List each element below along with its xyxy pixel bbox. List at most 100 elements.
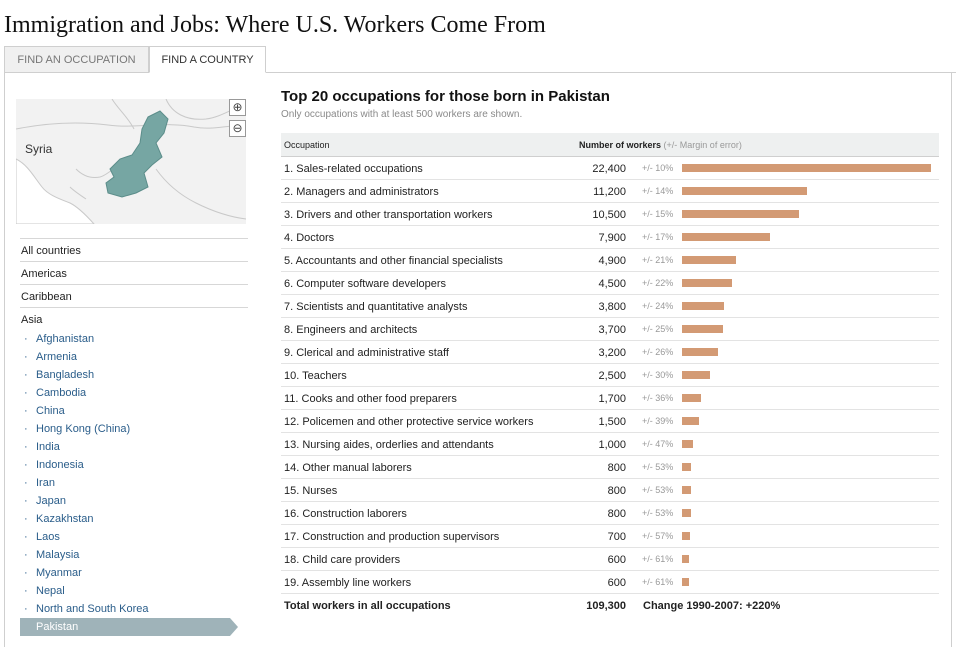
table-row: 6. Computer software developers 4,500 +/- …: [281, 272, 939, 295]
table-row: 10. Teachers 2,500 +/- 30%: [281, 364, 939, 387]
column-moe-label: (+/- Margin of error): [663, 140, 742, 150]
occupation-name: 9. Clerical and administrative staff: [284, 347, 449, 359]
worker-count: 1,500: [598, 416, 626, 428]
occupation-panel-title: Top 20 occupations for those born in Pak…: [281, 88, 610, 105]
occupation-name: 13. Nursing aides, orderlies and attenda…: [284, 439, 494, 451]
country-item-pakistan[interactable]: Pakistan: [20, 618, 238, 636]
country-map[interactable]: Syria ⊕ ⊖: [16, 99, 246, 224]
country-item-japan[interactable]: · Japan: [20, 492, 248, 510]
zoom-out-icon[interactable]: ⊖: [229, 120, 246, 137]
country-item-laos[interactable]: · Laos: [20, 528, 248, 546]
country-item-nepal[interactable]: · Nepal: [20, 582, 248, 600]
occupation-name: 4. Doctors: [284, 232, 335, 244]
country-item-hong-kong-china[interactable]: · Hong Kong (China): [20, 420, 248, 438]
bullet-icon: ·: [24, 405, 28, 417]
worker-count: 10,500: [592, 209, 626, 221]
worker-count: 1,700: [598, 393, 626, 405]
asia-country-list: · Afghanistan · Armenia · Bangladesh · Cambodia…: [20, 330, 248, 636]
bullet-icon: ·: [24, 459, 28, 471]
country-item-china[interactable]: · China: [20, 402, 248, 420]
margin-of-error: +/- 61%: [642, 577, 674, 587]
tab-find-country[interactable]: FIND A COUNTRY: [149, 46, 266, 73]
country-item-cambodia[interactable]: · Cambodia: [20, 384, 248, 402]
country-item-label: Laos: [36, 531, 60, 543]
country-item-label: Bangladesh: [36, 369, 95, 381]
occupation-name: 17. Construction and production supervis…: [284, 531, 500, 543]
page-title: Immigration and Jobs: Where U.S. Workers…: [4, 12, 546, 38]
bullet-icon: ·: [24, 531, 28, 543]
table-row: 8. Engineers and architects 3,700 +/- 25%: [281, 318, 939, 341]
bullet-icon: ·: [24, 495, 28, 507]
worker-count: 800: [607, 508, 626, 520]
country-item-label: China: [36, 405, 65, 417]
occupation-name: 7. Scientists and quantitative analysts: [284, 301, 468, 313]
worker-count: 600: [607, 577, 626, 589]
country-item-malaysia[interactable]: · Malaysia: [20, 546, 248, 564]
country-item-bangladesh[interactable]: · Bangladesh: [20, 366, 248, 384]
zoom-in-icon[interactable]: ⊕: [229, 99, 246, 116]
table-row: 14. Other manual laborers 800 +/- 53%: [281, 456, 939, 479]
worker-bar: [682, 325, 723, 333]
country-item-afghanistan[interactable]: · Afghanistan: [20, 330, 248, 348]
occupation-name: 14. Other manual laborers: [284, 462, 412, 474]
margin-of-error: +/- 17%: [642, 232, 674, 242]
worker-count: 3,800: [598, 301, 626, 313]
country-item-label: Indonesia: [36, 459, 84, 471]
worker-count: 2,500: [598, 370, 626, 382]
margin-of-error: +/- 57%: [642, 531, 674, 541]
content-panel: [4, 72, 952, 647]
country-item-kazakhstan[interactable]: · Kazakhstan: [20, 510, 248, 528]
worker-count: 800: [607, 485, 626, 497]
region-americas[interactable]: Americas: [20, 261, 248, 284]
worker-bar: [682, 555, 689, 563]
bullet-icon: ·: [24, 441, 28, 453]
table-row: 17. Construction and production supervis…: [281, 525, 939, 548]
bullet-icon: ·: [24, 567, 28, 579]
occupation-name: 18. Child care providers: [284, 554, 401, 566]
occupation-name: 5. Accountants and other financial speci…: [284, 255, 503, 267]
worker-bar: [682, 578, 689, 586]
margin-of-error: +/- 30%: [642, 370, 674, 380]
map-graphic: [16, 99, 246, 224]
tab-find-occupation[interactable]: FIND AN OCCUPATION: [4, 46, 149, 73]
worker-bar: [682, 509, 691, 517]
tab-divider: [266, 72, 956, 73]
occupation-name: 19. Assembly line workers: [284, 577, 412, 589]
region-all-countries[interactable]: All countries: [20, 238, 248, 261]
table-row: 18. Child care providers 600 +/- 61%: [281, 548, 939, 571]
occupation-name: 12. Policemen and other protective servi…: [284, 416, 534, 428]
table-row: 5. Accountants and other financial speci…: [281, 249, 939, 272]
worker-bar: [682, 463, 691, 471]
table-row: 7. Scientists and quantitative analysts 3…: [281, 295, 939, 318]
map-label-syria: Syria: [25, 142, 53, 156]
country-item-india[interactable]: · India: [20, 438, 248, 456]
country-item-indonesia[interactable]: · Indonesia: [20, 456, 248, 474]
bullet-icon: ·: [24, 423, 28, 435]
worker-count: 11,200: [593, 186, 626, 198]
worker-count: 1,000: [598, 439, 626, 451]
bullet-icon: ·: [24, 333, 28, 345]
worker-count: 4,900: [598, 255, 626, 267]
region-caribbean[interactable]: Caribbean: [20, 284, 248, 307]
occupation-name: 16. Construction laborers: [284, 508, 407, 520]
bullet-icon: ·: [24, 477, 28, 489]
occupation-name: 3. Drivers and other transportation work…: [284, 209, 493, 221]
country-item-label: India: [36, 441, 60, 453]
total-row: Total workers in all occupations 109,300…: [281, 594, 939, 618]
table-row: 4. Doctors 7,900 +/- 17%: [281, 226, 939, 249]
margin-of-error: +/- 24%: [642, 301, 674, 311]
worker-bar: [682, 233, 770, 241]
table-row: 15. Nurses 800 +/- 53%: [281, 479, 939, 502]
worker-bar: [682, 348, 718, 356]
bullet-icon: ·: [24, 585, 28, 597]
country-item-north-and-south-korea[interactable]: · North and South Korea: [20, 600, 248, 618]
country-item-myanmar[interactable]: · Myanmar: [20, 564, 248, 582]
table-row: 12. Policemen and other protective servi…: [281, 410, 939, 433]
worker-bar: [682, 532, 690, 540]
country-item-armenia[interactable]: · Armenia: [20, 348, 248, 366]
country-item-iran[interactable]: · Iran: [20, 474, 248, 492]
occupation-name: 10. Teachers: [284, 370, 347, 382]
region-asia[interactable]: Asia: [20, 307, 248, 330]
margin-of-error: +/- 14%: [642, 186, 674, 196]
bullet-icon: ·: [24, 351, 28, 363]
